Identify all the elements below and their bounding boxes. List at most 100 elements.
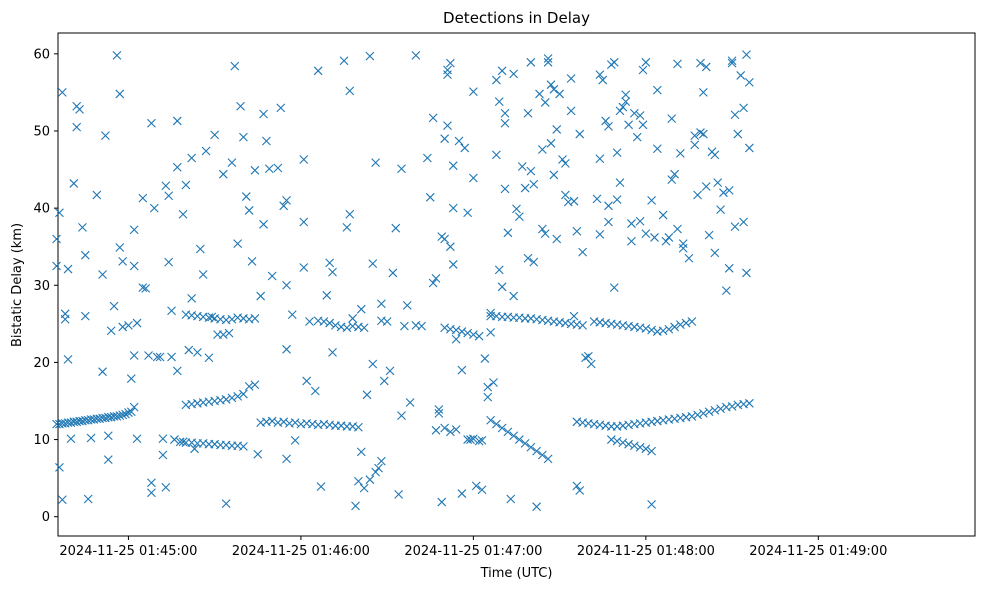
data-point	[132, 318, 142, 328]
data-point	[451, 325, 461, 335]
data-point	[468, 434, 478, 444]
data-point	[500, 118, 510, 128]
data-point	[227, 158, 237, 167]
data-point	[319, 317, 329, 326]
data-point	[572, 481, 582, 491]
data-point	[500, 184, 510, 194]
data-point	[440, 134, 450, 144]
y-tick-label: 0	[42, 510, 50, 525]
data-point	[629, 108, 639, 118]
data-point	[716, 404, 725, 414]
data-point	[239, 442, 248, 451]
data-point	[489, 378, 498, 387]
data-point	[710, 248, 720, 258]
data-point	[448, 203, 458, 213]
data-point	[80, 311, 90, 321]
data-point	[354, 476, 363, 486]
data-point	[629, 441, 639, 451]
data-point	[149, 203, 159, 213]
data-point	[411, 50, 421, 60]
data-point	[526, 57, 536, 67]
data-point	[509, 69, 519, 79]
data-point	[224, 328, 234, 338]
data-point	[684, 253, 694, 263]
data-point	[66, 434, 76, 444]
data-point	[210, 130, 220, 140]
data-point	[299, 217, 309, 227]
data-point	[129, 261, 139, 271]
data-point	[604, 121, 613, 131]
data-point	[520, 183, 530, 193]
data-point	[569, 311, 579, 321]
data-point	[178, 437, 188, 447]
data-point	[80, 250, 90, 260]
data-point	[529, 257, 539, 267]
data-point	[727, 58, 737, 68]
data-point	[638, 120, 648, 130]
data-point	[463, 328, 473, 338]
data-point	[667, 114, 677, 124]
data-point	[621, 90, 631, 100]
data-point	[371, 158, 381, 167]
data-point	[710, 150, 720, 160]
data-point	[448, 161, 458, 171]
data-point	[652, 144, 662, 154]
data-point	[526, 442, 536, 452]
data-point	[612, 148, 622, 157]
data-point	[445, 58, 455, 68]
data-point	[368, 359, 378, 369]
data-point	[618, 438, 628, 448]
chart-title: Detections in Delay	[443, 9, 590, 27]
data-point	[742, 50, 751, 59]
data-point	[282, 344, 291, 354]
data-point	[138, 283, 148, 292]
data-point	[615, 106, 625, 116]
data-point	[351, 501, 360, 511]
data-point	[454, 136, 464, 146]
data-point	[543, 57, 553, 67]
data-point	[687, 317, 697, 326]
data-point	[664, 233, 674, 242]
data-point	[641, 444, 651, 454]
y-tick-label: 60	[33, 47, 50, 62]
data-point	[161, 181, 171, 191]
data-point	[359, 323, 369, 333]
data-point	[397, 411, 406, 421]
data-point	[710, 405, 720, 415]
data-point	[221, 499, 231, 508]
data-point	[141, 283, 151, 293]
data-point	[744, 77, 754, 87]
data-point	[575, 129, 585, 139]
data-point	[483, 392, 493, 402]
data-point	[290, 435, 300, 445]
data-point	[109, 301, 119, 311]
data-point	[650, 233, 659, 242]
data-point	[483, 382, 493, 392]
x-tick-label: 2024-11-25 01:47:00	[404, 544, 542, 559]
data-point	[356, 304, 366, 314]
data-point	[457, 489, 467, 498]
data-point	[457, 327, 467, 336]
data-point	[86, 433, 96, 443]
data-point	[549, 170, 559, 180]
data-point	[604, 217, 613, 227]
data-point	[129, 351, 139, 360]
data-point	[262, 136, 271, 146]
data-point	[167, 352, 176, 362]
data-point	[75, 104, 84, 114]
data-point	[103, 455, 113, 465]
data-point	[164, 257, 174, 267]
data-point	[356, 447, 366, 457]
data-point	[428, 278, 438, 288]
x-tick-label: 2024-11-25 01:49:00	[749, 544, 887, 559]
data-point	[739, 217, 748, 227]
data-point	[227, 393, 237, 403]
data-point	[434, 408, 444, 418]
data-point	[627, 236, 636, 246]
data-point	[595, 229, 605, 239]
data-point	[471, 481, 481, 491]
data-point	[586, 359, 596, 369]
data-point	[167, 306, 176, 316]
data-point	[693, 190, 702, 200]
data-point	[233, 239, 243, 249]
